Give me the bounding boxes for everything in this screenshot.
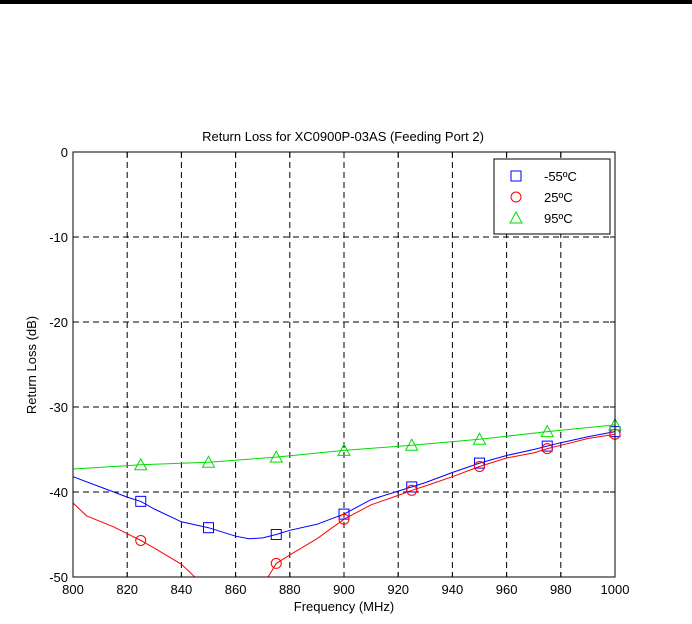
data-point-circle bbox=[541, 443, 553, 455]
x-tick-label: 860 bbox=[225, 582, 247, 597]
data-point-triangle bbox=[540, 424, 555, 438]
y-axis-ticks: -50 -40 -30 -20 -10 0 bbox=[49, 145, 615, 585]
legend-label: -55ºC bbox=[544, 169, 577, 184]
x-tick-label: 880 bbox=[279, 582, 301, 597]
y-axis-label: Return Loss (dB) bbox=[24, 316, 39, 414]
data-point-square bbox=[474, 457, 485, 469]
data-point-triangle bbox=[201, 455, 216, 468]
x-tick-label: 800 bbox=[62, 582, 84, 597]
legend-label: 25ºC bbox=[544, 190, 573, 205]
data-point-square bbox=[541, 440, 553, 452]
data-point-square bbox=[135, 495, 147, 507]
legend: -55ºC 25ºC 95ºC bbox=[493, 158, 611, 235]
x-tick-label: 1000 bbox=[601, 582, 630, 597]
grid-lines bbox=[73, 152, 615, 577]
data-point-square bbox=[406, 481, 418, 493]
y-tick-label: -30 bbox=[49, 400, 68, 415]
legend-symbol-triangle bbox=[509, 210, 523, 224]
y-tick-label: 0 bbox=[61, 145, 68, 160]
data-point-circle bbox=[338, 513, 350, 525]
series-line-2 bbox=[72, 424, 616, 470]
y-tick-label: -20 bbox=[49, 315, 68, 330]
x-tick-label: 820 bbox=[116, 582, 138, 597]
series-line-1 bbox=[72, 433, 616, 578]
data-point-triangle bbox=[133, 457, 148, 471]
data-point-square bbox=[270, 529, 282, 540]
data-point-circle bbox=[474, 461, 485, 472]
chart-title: Return Loss for XC0900P-03AS (Feeding Po… bbox=[202, 129, 484, 144]
legend-symbol-square bbox=[510, 170, 522, 182]
y-tick-label: -40 bbox=[49, 485, 68, 500]
x-tick-label: 840 bbox=[171, 582, 193, 597]
top-border-rule bbox=[0, 0, 692, 4]
series-markers bbox=[133, 417, 622, 569]
series-lines bbox=[72, 424, 616, 578]
x-axis-label: Frequency (MHz) bbox=[294, 599, 394, 614]
x-tick-label: 920 bbox=[387, 582, 409, 597]
data-point-circle bbox=[406, 484, 418, 496]
data-point-triangle bbox=[269, 450, 284, 463]
data-point-circle bbox=[135, 534, 147, 546]
data-point-triangle bbox=[472, 432, 487, 445]
data-point-circle bbox=[270, 557, 282, 569]
data-point-triangle bbox=[404, 438, 419, 451]
series-line-0 bbox=[72, 431, 616, 540]
x-tick-label: 980 bbox=[550, 582, 572, 597]
x-tick-label: 940 bbox=[442, 582, 464, 597]
data-point-square bbox=[203, 522, 214, 534]
x-tick-label: 900 bbox=[333, 582, 355, 597]
data-point-triangle bbox=[337, 443, 351, 456]
legend-symbol-circle bbox=[510, 191, 522, 203]
legend-label: 95ºC bbox=[544, 211, 573, 226]
y-tick-label: -10 bbox=[49, 230, 68, 245]
x-tick-label: 960 bbox=[496, 582, 518, 597]
data-point-square bbox=[338, 508, 350, 520]
y-tick-label: -50 bbox=[49, 570, 68, 585]
x-axis-ticks: 800 820 840 860 880 900 920 940 960 980 1000 bbox=[62, 152, 629, 597]
